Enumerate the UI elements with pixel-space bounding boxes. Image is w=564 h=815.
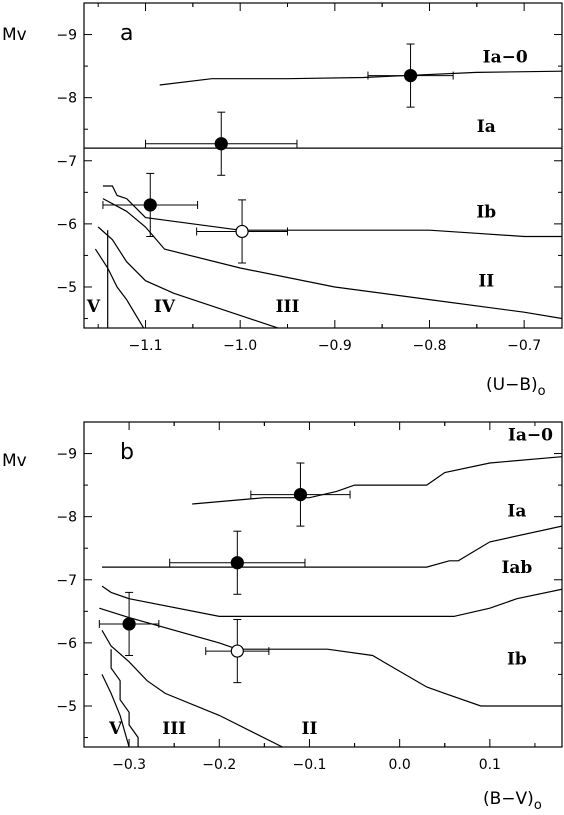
luminosity-class-label: Ia−0 bbox=[508, 426, 553, 446]
data-point-filled bbox=[214, 137, 228, 151]
x-tick-label: −0.9 bbox=[318, 338, 352, 354]
luminosity-class-boundary bbox=[101, 674, 130, 747]
y-tick-label: −7 bbox=[56, 154, 77, 170]
luminosity-class-label: V bbox=[108, 719, 123, 739]
data-point-open bbox=[235, 224, 249, 239]
luminosity-class-boundary bbox=[94, 248, 145, 328]
luminosity-class-label: II bbox=[302, 719, 318, 739]
x-tick-label: −0.3 bbox=[112, 757, 146, 773]
luminosity-class-label: Ib bbox=[476, 202, 496, 222]
plot-frame bbox=[83, 421, 563, 748]
x-axis-label-subscript: o bbox=[534, 798, 542, 813]
data-point-filled bbox=[143, 198, 157, 212]
plot-frame bbox=[83, 2, 563, 329]
luminosity-class-label: III bbox=[276, 297, 300, 317]
luminosity-class-boundary bbox=[101, 629, 283, 747]
luminosity-class-label: Iab bbox=[501, 558, 532, 578]
luminosity-class-boundary bbox=[159, 70, 562, 86]
data-point-filled bbox=[403, 68, 418, 83]
panel-label: a bbox=[120, 21, 133, 46]
panel-label: b bbox=[120, 440, 134, 465]
luminosity-class-boundary bbox=[101, 585, 562, 618]
luminosity-class-label: Ia bbox=[477, 117, 496, 137]
y-tick-label: −6 bbox=[56, 217, 77, 233]
x-axis-label: (B−V)o bbox=[483, 789, 542, 813]
x-tick-label: 0.0 bbox=[389, 757, 411, 773]
data-point-filled bbox=[230, 556, 244, 570]
y-axis-label: Mv bbox=[2, 451, 27, 471]
y-tick-label: −8 bbox=[56, 91, 77, 107]
x-axis-label-subscript: o bbox=[538, 384, 546, 399]
luminosity-class-boundary bbox=[97, 226, 280, 328]
data-point-filled bbox=[293, 487, 308, 502]
luminosity-class-boundary bbox=[102, 198, 562, 320]
luminosity-class-label: II bbox=[478, 272, 494, 292]
x-tick-label: −0.7 bbox=[507, 338, 541, 354]
luminosity-class-boundary bbox=[99, 607, 562, 707]
luminosity-class-label: IV bbox=[154, 297, 176, 317]
x-tick-label: −1.0 bbox=[223, 338, 257, 354]
panel-b: −0.3 −0.2 −0.1 0.0 0.1 −5 −6 −7 −8 −9 Mv (B−V)o b Ia−… bbox=[2, 421, 563, 813]
luminosity-class-boundary bbox=[102, 525, 562, 568]
y-tick-label: −9 bbox=[56, 28, 77, 44]
data-point-filled bbox=[122, 617, 136, 631]
luminosity-class-label: Ib bbox=[507, 650, 527, 670]
y-tick-label: −9 bbox=[56, 447, 77, 463]
x-tick-label: −0.2 bbox=[202, 757, 236, 773]
x-tick-label: −1.1 bbox=[129, 338, 163, 354]
luminosity-class-label: V bbox=[86, 297, 101, 317]
y-tick-label: −7 bbox=[56, 573, 77, 589]
y-tick-label: −5 bbox=[56, 699, 77, 715]
panel-a: −1.1 −1.0 −0.9 −0.8 −0.7 −5 −6 −7 −8 −9 Mv (U−B)o a I… bbox=[2, 2, 563, 399]
luminosity-class-boundary bbox=[110, 649, 139, 747]
luminosity-class-label: III bbox=[162, 719, 186, 739]
y-axis-label: Mv bbox=[2, 25, 27, 45]
y-tick-label: −6 bbox=[56, 636, 77, 652]
x-tick-label: −0.8 bbox=[412, 338, 446, 354]
luminosity-class-boundary bbox=[192, 456, 562, 505]
y-tick-label: −8 bbox=[56, 510, 77, 526]
x-tick-label: 0.1 bbox=[479, 757, 501, 773]
luminosity-class-label: Ia bbox=[507, 501, 526, 521]
x-tick-label: −0.1 bbox=[292, 757, 326, 773]
x-axis-label: (U−B)o bbox=[486, 375, 546, 399]
data-point-open bbox=[230, 644, 244, 658]
y-tick-label: −5 bbox=[56, 280, 77, 296]
luminosity-class-label: Ia−0 bbox=[483, 48, 528, 68]
